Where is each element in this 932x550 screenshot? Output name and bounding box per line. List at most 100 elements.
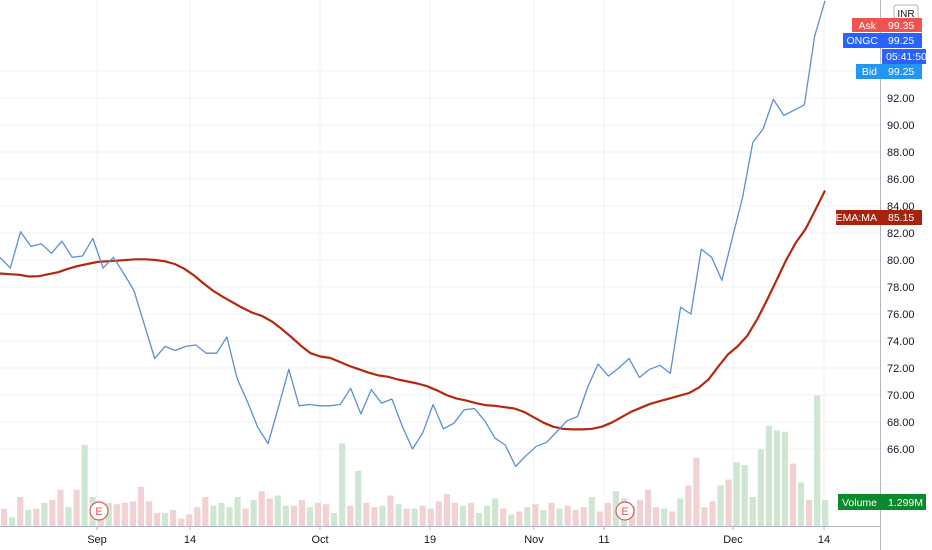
volume-bar [65,507,72,526]
volume-bar [282,505,289,526]
volume-bar [789,463,797,526]
volume-bar [564,505,571,526]
time-tick-label: Sep [87,534,107,546]
volume-bar [170,510,177,526]
earnings-marker[interactable]: E [615,501,635,521]
volume-bar [781,431,789,526]
time-tick-label: 19 [424,534,436,546]
bid-value: 99.25 [888,66,914,78]
earnings-marker[interactable]: E [89,501,109,521]
volume-bar [379,505,386,526]
volume-bar [226,507,233,526]
volume-bar [677,498,684,526]
price-tick-label: 78.00 [887,282,915,294]
volume-bar [314,502,322,526]
ask-value: 99.35 [888,20,914,32]
volume-bar [290,505,297,526]
time-axis[interactable]: Sep 14 Oct 19 Nov 11 Dec 14 [87,526,830,546]
volume-bar [733,462,740,526]
volume-bar [258,491,265,526]
price-tick-label: 88.00 [887,147,915,159]
price-tick-label: 92.00 [887,93,915,105]
volume-bar [797,482,805,526]
volume-bar [250,499,257,526]
volume-bars [1,395,829,526]
price-axis[interactable]: 94.0092.0090.0088.0086.0084.0082.0080.00… [887,66,915,456]
volume-bar [814,395,821,526]
volume-bar [105,502,112,526]
price-tick-label: 82.00 [887,228,915,240]
countdown-value: 05:41:50 [886,51,927,63]
volume-bar [73,489,80,526]
volume-bar [717,485,724,526]
volume-bar [57,489,64,526]
volume-bar [17,497,24,526]
volume-bar [709,501,716,526]
time-tick-label: Dec [723,534,743,546]
volume-bar [492,498,499,526]
volume-bar [596,511,603,526]
volume-bar [331,512,338,526]
volume-bar [467,502,475,526]
ema-tag: EMA:MA 85.15 [836,210,922,225]
volume-bar [636,499,644,526]
volume-bar [588,497,595,526]
volume-bar [137,486,145,526]
volume-bar [516,511,523,526]
volume-bar [129,501,136,526]
volume-bar [653,507,660,526]
time-tick-label: 14 [184,534,196,546]
volume-bar [540,510,547,526]
volume-bar [1,508,8,526]
volume-bar [725,479,732,526]
ask-label: Ask [858,20,876,32]
ema-line [0,190,826,431]
volume-bar [9,517,16,526]
volume-bar [298,499,306,526]
volume-bar [355,470,362,526]
volume-bar [693,457,700,526]
volume-bar [427,508,434,526]
price-tick-label: 72.00 [887,363,915,375]
volume-bar [218,502,225,526]
price-tick-label: 86.00 [887,174,915,186]
currency-badge[interactable]: INR [893,4,919,22]
price-line [0,0,826,468]
volume-bar [572,510,579,526]
countdown-tag: 05:41:50 [882,49,927,64]
volume-bar [580,507,587,526]
volume-bar [395,504,402,526]
price-tick-label: 68.00 [887,417,915,429]
volume-bar [194,507,201,526]
volume-bar [822,499,829,526]
volume-bar [202,497,209,526]
volume-bar [500,508,507,526]
volume-bar [508,514,515,526]
volume-bar [661,508,668,526]
volume-bar [25,510,32,526]
volume-bar [113,504,120,526]
symbol-value: 99.25 [888,35,914,47]
ema-label: EMA:MA [836,212,877,224]
volume-bar [41,502,48,526]
volume-bar [757,449,764,526]
volume-bar [145,501,153,526]
volume-bar [604,502,611,526]
volume-bar [178,518,185,526]
time-tick-label: Oct [311,534,328,546]
volume-bar [33,508,40,526]
volume-bar [274,495,281,526]
volume-bar [306,507,314,526]
volume-bar [532,504,539,526]
earnings-label: E [95,506,102,518]
volume-bar [806,499,813,526]
price-tick-label: 90.00 [887,120,915,132]
volume-bar [411,508,418,526]
time-tick-label: 11 [598,534,609,546]
price-tick-label: 76.00 [887,309,915,321]
symbol-tag: ONGC 99.25 [843,33,922,48]
volume-bar [419,505,426,526]
